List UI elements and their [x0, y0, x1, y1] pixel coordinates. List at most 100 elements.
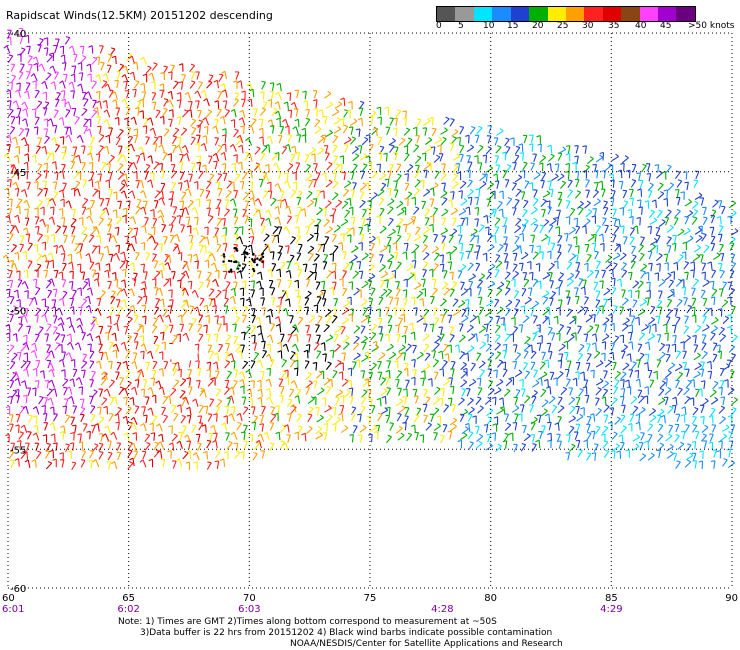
wind-barb	[24, 128, 30, 137]
wind-barb	[316, 414, 324, 423]
wind-barb	[694, 227, 703, 235]
wind-barb	[584, 200, 591, 209]
wind-barb	[323, 90, 332, 99]
wind-barb	[524, 180, 530, 189]
wind-barb	[183, 179, 190, 189]
wind-barb	[92, 443, 99, 452]
wind-barb	[502, 169, 508, 179]
wind-barb	[483, 214, 489, 224]
wind-barb	[358, 107, 364, 116]
wind-barb	[611, 286, 617, 296]
wind-barb	[514, 369, 523, 378]
wind-barb	[414, 179, 421, 188]
wind-barb	[626, 308, 632, 317]
wind-barb	[230, 431, 238, 440]
wind-barb	[485, 165, 493, 173]
wind-barb	[200, 90, 207, 99]
wind-barb	[116, 71, 121, 80]
wind-barb	[522, 134, 528, 144]
wind-barb	[260, 91, 265, 100]
wind-barb	[10, 243, 18, 253]
wind-speed-legend: 0 5 10 15 20 25 30 35 40 45 >50 knots	[436, 6, 735, 31]
wind-barb	[575, 225, 581, 235]
wind-barb	[565, 216, 571, 225]
wind-barb	[590, 369, 595, 379]
wind-barb	[361, 163, 368, 172]
wind-barb	[253, 108, 258, 117]
wind-barb	[234, 450, 241, 459]
wind-barb	[495, 378, 504, 387]
wind-barb	[558, 343, 566, 352]
wind-barb	[34, 207, 39, 216]
wind-barb	[44, 333, 50, 342]
wind-barb	[52, 458, 57, 468]
wind-barb	[42, 91, 48, 101]
wind-barb	[459, 252, 464, 261]
wind-barb	[172, 367, 178, 377]
wind-barb	[603, 287, 611, 296]
wind-barb	[620, 225, 625, 234]
wind-barb	[672, 396, 678, 406]
wind-barb	[45, 442, 51, 452]
wind-barb	[133, 272, 138, 282]
wind-barb	[585, 189, 590, 198]
wind-barb	[6, 143, 11, 153]
wind-barb	[71, 208, 76, 218]
wind-barb	[260, 225, 266, 234]
wind-barb	[710, 460, 716, 469]
wind-barb	[98, 145, 104, 154]
wind-barb	[411, 216, 417, 225]
wind-barb	[713, 252, 721, 261]
wind-barb	[269, 422, 275, 431]
wind-barb	[467, 262, 474, 271]
wind-barb	[306, 190, 313, 200]
wind-barb	[83, 98, 89, 107]
wind-barb	[293, 261, 300, 271]
wind-barb	[359, 191, 365, 200]
wind-barb	[646, 325, 652, 334]
wind-barb	[583, 296, 589, 305]
wind-barb	[127, 135, 134, 145]
wind-barb	[344, 209, 351, 219]
wind-barb	[467, 413, 473, 422]
lat-tick-label: -50	[10, 307, 26, 318]
wind-barb	[155, 344, 160, 353]
wind-barb	[340, 425, 349, 433]
lon-tick-label: 60	[2, 593, 15, 604]
wind-barb	[98, 442, 104, 452]
wind-barb	[58, 208, 64, 217]
wind-barb	[440, 387, 445, 397]
wind-barb	[151, 101, 157, 111]
wind-barb	[649, 379, 655, 388]
wind-barb	[65, 352, 73, 361]
wind-barb	[65, 443, 70, 453]
wind-barb	[680, 191, 685, 200]
wind-barb	[69, 306, 75, 315]
wind-barb	[128, 143, 136, 152]
wind-barb	[610, 179, 615, 188]
wind-barb	[139, 459, 147, 468]
wind-barb	[609, 173, 614, 182]
wind-barb	[90, 413, 96, 423]
wind-barb	[121, 299, 128, 308]
land-speckle	[229, 268, 233, 271]
wind-barb	[139, 190, 147, 199]
wind-barb	[728, 344, 736, 353]
wind-barb	[422, 269, 427, 278]
wind-barb	[631, 245, 636, 255]
wind-barb	[281, 198, 288, 207]
wind-barb	[393, 152, 398, 161]
wind-barb	[272, 162, 281, 171]
wind-barb	[341, 316, 349, 325]
wind-barb	[206, 439, 212, 449]
wind-barb	[107, 64, 112, 74]
wind-barb	[356, 260, 362, 270]
wind-barb	[187, 109, 193, 118]
wind-barb	[238, 371, 246, 380]
wind-barb	[157, 215, 165, 224]
wind-barb	[17, 279, 23, 288]
wind-barb	[221, 217, 226, 227]
wind-barb	[352, 163, 358, 173]
wind-barb	[54, 332, 61, 341]
wind-barb	[308, 179, 314, 189]
